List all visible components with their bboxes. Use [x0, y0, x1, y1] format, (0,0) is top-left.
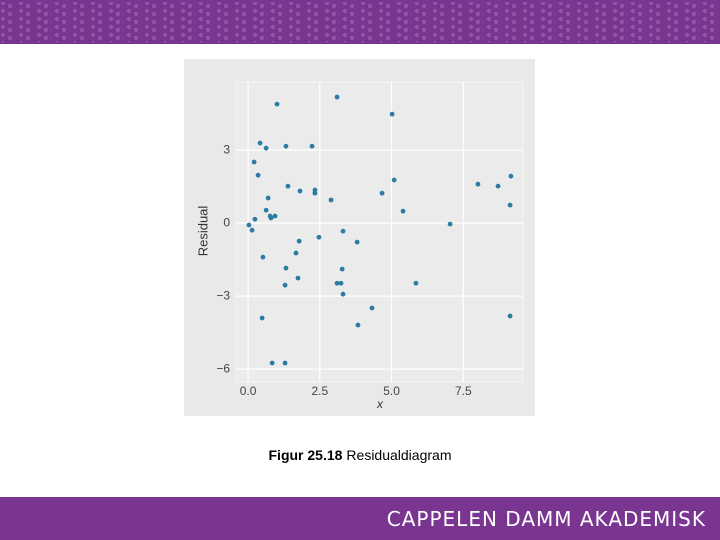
point	[475, 181, 481, 187]
caption-text: Residualdiagram	[346, 447, 451, 463]
point	[495, 183, 501, 189]
point	[285, 183, 291, 189]
point	[316, 234, 322, 240]
point	[447, 221, 453, 227]
point	[259, 315, 265, 321]
point	[391, 177, 397, 183]
point	[369, 305, 375, 311]
point	[340, 291, 346, 297]
point	[255, 172, 261, 178]
point	[400, 208, 406, 214]
point	[328, 197, 334, 203]
point	[257, 140, 263, 146]
y-tick-label: −3	[216, 288, 230, 302]
point	[413, 280, 419, 286]
point	[293, 250, 299, 256]
point	[283, 143, 289, 149]
header-band	[0, 0, 720, 44]
chart: x Residual Figur 25.18 Residualdiagram 0.…	[184, 59, 535, 463]
pattern	[0, 2, 720, 42]
point	[389, 111, 395, 117]
point	[296, 238, 302, 244]
point	[507, 202, 513, 208]
point	[252, 216, 258, 222]
point	[297, 188, 303, 194]
point	[338, 280, 344, 286]
header-pattern	[0, 2, 720, 42]
point	[249, 227, 255, 233]
point	[274, 101, 280, 107]
point	[508, 173, 514, 179]
point	[246, 222, 252, 228]
x-tick-label: 7.5	[455, 384, 472, 398]
point	[334, 280, 340, 286]
point	[269, 360, 275, 366]
point	[272, 213, 278, 219]
x-tick-label: 2.5	[311, 384, 328, 398]
caption-label: Figur 25.18	[269, 447, 343, 463]
point	[507, 313, 513, 319]
point	[340, 228, 346, 234]
point	[283, 265, 289, 271]
footer-band: CAPPELEN DAMM AKADEMISK	[0, 497, 720, 540]
y-axis-label: Residual	[195, 206, 210, 257]
point	[379, 190, 385, 196]
point	[282, 360, 288, 366]
caption: Figur 25.18 Residualdiagram	[269, 447, 452, 463]
point	[251, 159, 257, 165]
y-tick-label: 0	[223, 215, 230, 229]
x-axis-label: x	[376, 397, 384, 411]
point	[334, 94, 340, 100]
plot-area	[235, 81, 524, 383]
y-tick-label: −6	[216, 361, 230, 375]
point	[295, 275, 301, 281]
publisher: CAPPELEN DAMM AKADEMISK	[386, 507, 706, 531]
point	[339, 266, 345, 272]
point	[263, 145, 269, 151]
point	[282, 282, 288, 288]
point	[355, 322, 361, 328]
point	[260, 254, 266, 260]
point	[312, 190, 318, 196]
y-tick-label: 3	[223, 142, 230, 156]
point	[354, 239, 360, 245]
x-tick-label: 5.0	[383, 384, 400, 398]
point	[309, 143, 315, 149]
point	[265, 195, 271, 201]
point	[263, 207, 269, 213]
x-tick-label: 0.0	[240, 384, 257, 398]
point	[267, 213, 273, 219]
